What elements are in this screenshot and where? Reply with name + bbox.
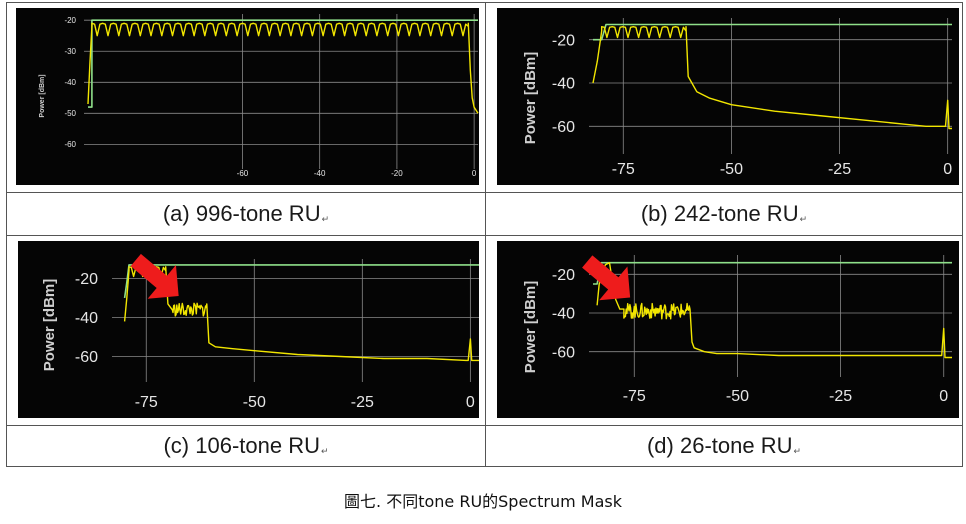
spectrum-chart-c: -20 -40 -60 -75 -50 -25 0 Power [dBm] bbox=[18, 241, 479, 418]
x-tick-label: -25 bbox=[829, 388, 852, 405]
x-tick-label: 0 bbox=[943, 161, 952, 178]
y-tick-label: -50 bbox=[64, 109, 76, 118]
y-axis-label: Power [dBm] bbox=[41, 279, 58, 372]
x-tick-label: -25 bbox=[828, 161, 851, 178]
x-tick-label: 0 bbox=[472, 169, 477, 178]
spectrum-line bbox=[596, 262, 952, 359]
spectrum-line bbox=[123, 266, 479, 362]
y-tick-label: -60 bbox=[75, 349, 98, 366]
paragraph-mark-icon: ↵ bbox=[793, 445, 802, 456]
spectrum-chart-b: -20 -40 -60 -75 -50 -25 0 Power [dBm] bbox=[497, 8, 959, 185]
mask-line bbox=[123, 264, 479, 299]
cell-caption-d bbox=[485, 425, 963, 467]
caption-b: (b) 242-tone RU ↵ bbox=[485, 193, 963, 235]
spectrum-chart-a: -20 -30 -40 -50 -60 -60 -40 -20 0 Power [dBm] bbox=[16, 8, 479, 185]
x-tick-label: -50 bbox=[243, 394, 266, 411]
y-tick-label: -20 bbox=[552, 267, 575, 284]
y-tick-label: -60 bbox=[552, 119, 575, 136]
y-tick-label: -60 bbox=[64, 140, 76, 149]
spectrum-chart-d: -20 -40 -60 -75 -50 -25 0 Power [dBm] bbox=[497, 241, 959, 418]
x-tick-label: -20 bbox=[391, 169, 403, 178]
x-tick-label: -25 bbox=[351, 394, 374, 411]
caption-a-text: (a) 996-tone RU bbox=[162, 201, 321, 226]
x-tick-label: -60 bbox=[237, 169, 249, 178]
red-arrow-icon bbox=[582, 255, 631, 301]
y-axis-label: Power [dBm] bbox=[522, 52, 539, 145]
mask-line bbox=[593, 261, 952, 285]
y-tick-label: -20 bbox=[64, 16, 76, 25]
y-tick-label: -40 bbox=[64, 78, 76, 87]
x-tick-label: -50 bbox=[726, 388, 749, 405]
red-arrow-icon bbox=[130, 253, 179, 299]
y-tick-label: -60 bbox=[552, 344, 575, 361]
figure-caption: 圖七. 不同tone RU的Spectrum Mask bbox=[344, 492, 622, 511]
mask-line bbox=[88, 19, 478, 108]
y-tick-label: -30 bbox=[64, 47, 76, 56]
figure-table: -20 -30 -40 -50 -60 -60 -40 -20 0 Power [dBm] -20… bbox=[6, 2, 963, 467]
y-axis-label: Power [dBm] bbox=[522, 281, 539, 374]
y-tick-label: -20 bbox=[75, 271, 98, 288]
x-tick-label: 0 bbox=[466, 394, 475, 411]
x-tick-label: -75 bbox=[623, 388, 646, 405]
paragraph-mark-icon: ↵ bbox=[799, 213, 808, 224]
x-tick-label: -75 bbox=[612, 161, 635, 178]
x-tick-label: 0 bbox=[939, 388, 948, 405]
spectrum-line bbox=[592, 26, 952, 130]
y-axis-label: Power [dBm] bbox=[39, 74, 46, 117]
x-tick-label: -50 bbox=[720, 161, 743, 178]
x-tick-label: -40 bbox=[314, 169, 326, 178]
x-tick-label: -75 bbox=[135, 394, 158, 411]
y-tick-label: -40 bbox=[552, 76, 575, 93]
caption-a: (a) 996-tone RU ↵ bbox=[6, 193, 486, 235]
caption-c-text: (c) 106-tone RU bbox=[163, 433, 320, 458]
mask-line bbox=[593, 23, 952, 41]
spectrum-line bbox=[87, 22, 479, 114]
paragraph-mark-icon: ↵ bbox=[321, 213, 330, 224]
y-tick-label: -40 bbox=[75, 310, 98, 327]
y-tick-label: -20 bbox=[552, 32, 575, 49]
caption-d-text: (d) 26-tone RU bbox=[646, 433, 793, 458]
caption-b-text: (b) 242-tone RU bbox=[640, 201, 799, 226]
caption-d: (d) 26-tone RU ↵ bbox=[485, 426, 963, 466]
caption-c: (c) 106-tone RU ↵ bbox=[6, 426, 486, 466]
paragraph-mark-icon: ↵ bbox=[320, 445, 329, 456]
y-tick-label: -40 bbox=[552, 306, 575, 323]
